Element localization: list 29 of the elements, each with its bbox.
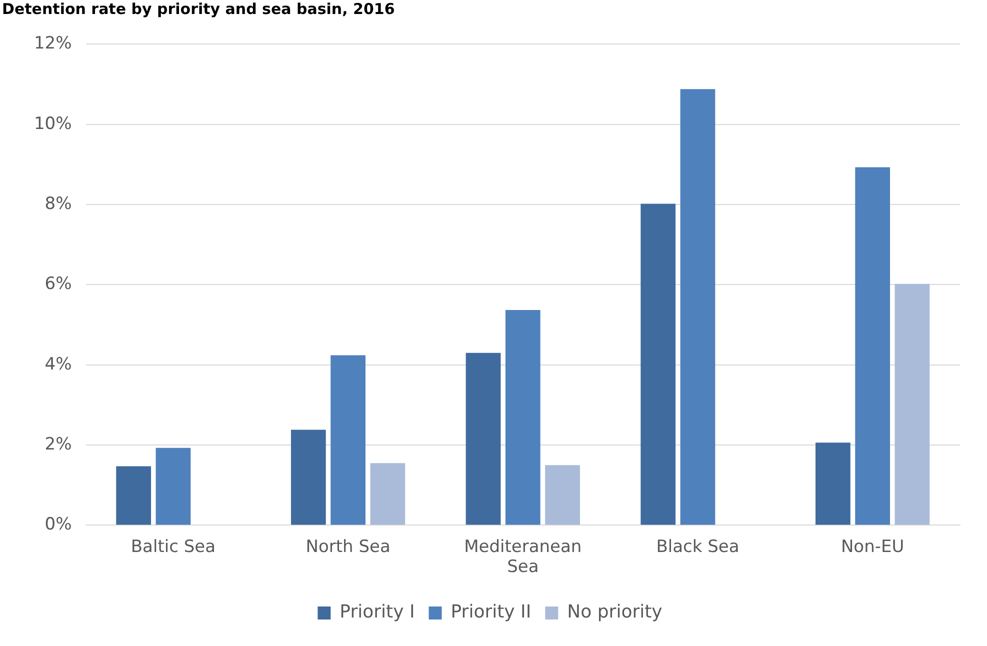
x-tick-label: Non-EU [840,536,904,557]
legend-label: No priority [567,602,663,623]
x-tick-label: Baltic Sea [130,536,216,557]
y-tick-label: 0% [44,514,72,535]
bar [370,463,406,525]
legend-label: Priority I [340,602,415,623]
bar [466,352,501,525]
y-tick-label: 4% [44,354,72,374]
y-tick-label: 2% [44,434,72,454]
bar [116,466,152,525]
chart-title: Detention rate by priority and sea basin, 2016 [2,0,395,18]
x-tick-label: Black Sea [656,536,740,557]
legend-label: Priority II [450,602,532,623]
bar [290,430,326,525]
x-tick-label: Mediteranean Sea [464,536,582,578]
bar [640,204,676,525]
y-tick-label: 6% [44,274,72,294]
x-tick-label: North Sea [306,536,390,557]
bar [680,89,716,525]
bar [505,310,540,525]
bar [156,448,191,525]
y-tick-label: 12% [34,34,72,54]
y-tick-label: 8% [44,194,72,214]
bar [816,442,850,525]
bar [545,465,580,525]
y-tick-label: 10% [34,114,72,134]
bar [330,355,366,525]
bar [855,167,890,525]
bar [894,284,930,525]
